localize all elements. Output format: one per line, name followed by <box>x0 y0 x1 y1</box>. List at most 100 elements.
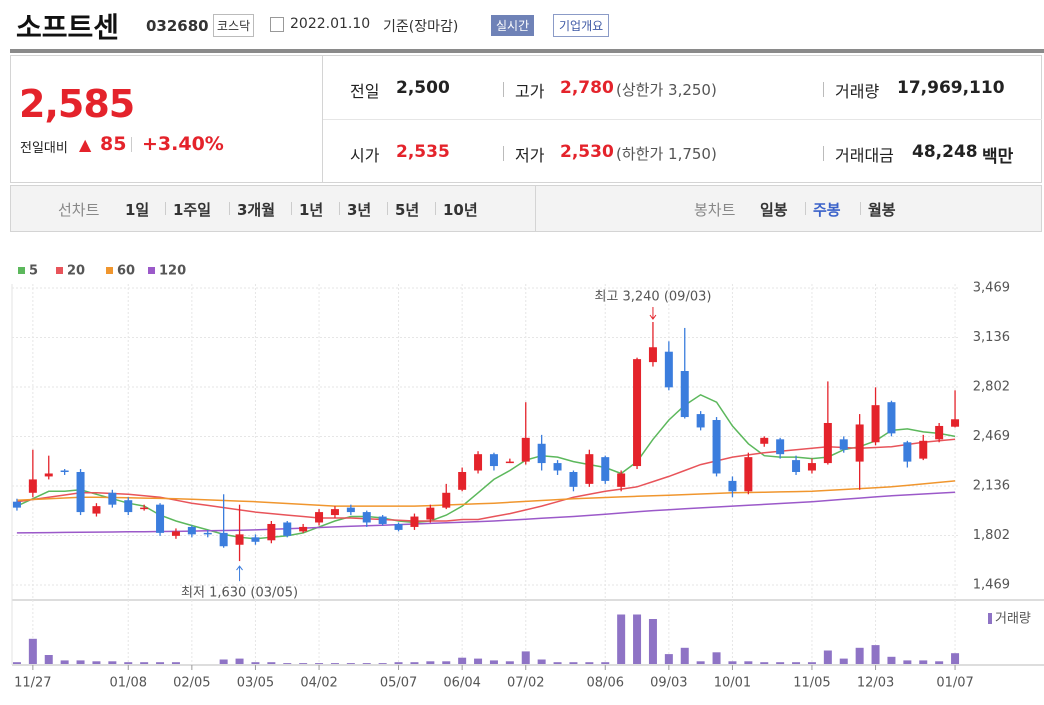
volume-bar <box>410 662 419 664</box>
row-divider <box>323 119 1042 120</box>
volume-bar <box>744 661 753 664</box>
legend-swatch <box>988 613 992 624</box>
candle-body <box>60 470 69 473</box>
volume-bar <box>458 657 467 664</box>
period-tab[interactable]: 10년 <box>443 201 478 219</box>
company-button[interactable]: 기업개요 <box>553 14 610 37</box>
volume-bar <box>283 663 292 664</box>
period-tab[interactable]: 1일 <box>125 201 150 219</box>
tab-bar <box>10 185 1042 232</box>
volume-bar <box>792 662 801 664</box>
candle-body <box>617 473 626 487</box>
volume-bar <box>489 660 498 664</box>
tab-separator <box>339 202 340 215</box>
candle-body <box>903 442 912 462</box>
y-tick-label: 3,136 <box>973 330 1010 345</box>
realtime-button[interactable]: 실시간 <box>491 15 535 36</box>
x-tick-label: 01/07 <box>936 676 973 691</box>
x-tick-label: 12/03 <box>857 676 894 691</box>
candle-body <box>299 526 308 532</box>
period-tab[interactable]: 3개월 <box>237 201 276 219</box>
volume-bar <box>76 660 85 664</box>
volume-bar <box>267 662 276 664</box>
volume-bar <box>44 655 53 664</box>
volume-bar <box>871 645 880 664</box>
candle-body <box>887 402 896 434</box>
volume-bar <box>617 614 626 664</box>
candle-body <box>537 443 546 464</box>
item-value: 2,535 <box>396 142 450 162</box>
item-note: (하한가 1,750) <box>616 145 717 163</box>
candle-body <box>362 512 371 523</box>
y-tick-label: 1,469 <box>973 578 1010 593</box>
volume-bar <box>903 660 912 664</box>
x-tick-label: 10/01 <box>714 676 751 691</box>
volume-bar <box>855 647 864 664</box>
candle-body <box>648 347 657 363</box>
candle-tab[interactable]: 일봉 <box>760 201 788 219</box>
volume-bar <box>760 662 769 664</box>
tab-separator <box>805 202 806 215</box>
annotation: 최고 3,240 (09/03) <box>594 290 711 305</box>
volume-bar <box>585 662 594 664</box>
candle-body <box>203 532 212 535</box>
chart: 3,469 3,136 2,802 2,469 2,136 1,802 1,469 11/27… <box>11 264 1044 691</box>
candle-body <box>935 425 944 440</box>
candle-body <box>521 437 530 462</box>
volume-bar <box>299 663 308 664</box>
period-tab[interactable]: 1년 <box>299 201 324 219</box>
legend-swatch <box>56 267 63 274</box>
volume-bar <box>553 662 562 664</box>
volume-bar <box>505 661 514 664</box>
candle-tab[interactable]: 월봉 <box>868 201 896 219</box>
volume-bar <box>362 663 371 664</box>
x-tick-label: 02/05 <box>173 676 210 691</box>
candle-body <box>394 523 403 530</box>
candle-body <box>76 471 85 513</box>
stock-name: 소프트센 <box>16 11 120 44</box>
item-value: 2,500 <box>396 78 450 98</box>
y-tick-label: 2,136 <box>973 478 1010 493</box>
volume-bar <box>951 653 960 664</box>
change-label: 전일대비 <box>20 141 68 156</box>
item-value: 2,780 <box>560 78 614 98</box>
separator <box>503 82 504 97</box>
candle-body <box>426 507 435 520</box>
date-basis: 기준(장마감) <box>383 19 459 35</box>
y-tick-label: 2,469 <box>973 429 1010 444</box>
candle-body <box>633 359 642 467</box>
calendar-icon <box>270 17 284 32</box>
legend-label: 20 <box>67 264 85 279</box>
ma-line <box>16 438 956 522</box>
separator <box>503 146 504 161</box>
volume-bar <box>680 647 689 664</box>
period-tab[interactable]: 1주일 <box>173 201 212 219</box>
volume-bar <box>315 663 324 664</box>
change: 85 <box>100 133 127 155</box>
x-tick-label: 05/07 <box>380 676 417 691</box>
volume-bar <box>633 614 642 664</box>
tab-separator <box>165 202 166 215</box>
volume-bar <box>823 650 832 664</box>
candle-body <box>410 516 419 527</box>
candle-body <box>458 471 467 490</box>
tab-separator <box>229 202 230 215</box>
candle-body <box>823 422 832 464</box>
ma-line <box>16 393 956 540</box>
period-tab[interactable]: 5년 <box>395 201 420 219</box>
ma-line <box>16 480 956 507</box>
candle-body <box>330 509 339 516</box>
candle-tab[interactable]: 주봉 <box>813 201 841 219</box>
date: 2022.01.10 <box>290 16 371 32</box>
volume-bar <box>521 651 530 664</box>
legend-swatch <box>148 267 155 274</box>
item-value: 48,248 <box>912 142 978 162</box>
volume-bar <box>935 661 944 664</box>
candle-body <box>283 522 292 536</box>
candle-body <box>807 463 816 471</box>
volume-bar <box>728 661 737 664</box>
period-tab[interactable]: 3년 <box>347 201 372 219</box>
volume-bar <box>839 658 848 664</box>
candle-body <box>442 492 451 508</box>
